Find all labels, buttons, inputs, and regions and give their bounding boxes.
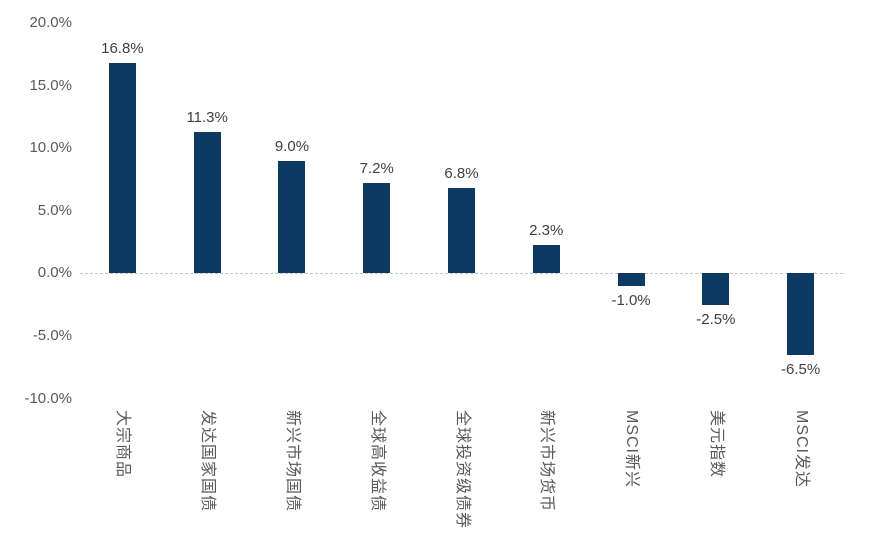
category-label: 新兴市场货币 <box>538 410 556 513</box>
value-label: 9.0% <box>274 137 310 155</box>
category-label: 美元指数 <box>707 410 725 479</box>
category-label: 大宗商品 <box>114 410 132 479</box>
category-label: 新兴市场国债 <box>283 410 301 513</box>
category-label: 全球高收益债 <box>368 410 386 513</box>
category-label: MSCI新兴 <box>623 410 641 489</box>
zero-gridline <box>80 273 843 274</box>
value-label: -1.0% <box>611 291 651 309</box>
y-tick-label: 10.0% <box>29 139 72 157</box>
bar <box>532 244 560 274</box>
y-tick-label: 5.0% <box>37 201 72 219</box>
value-label: 16.8% <box>101 40 144 58</box>
bar <box>108 63 136 274</box>
bar <box>617 273 645 286</box>
y-tick-label: 20.0% <box>29 14 72 31</box>
y-tick-label: 15.0% <box>29 76 72 94</box>
bar <box>787 273 815 355</box>
category-label: 全球投资级债券 <box>453 410 471 530</box>
bar <box>278 160 306 274</box>
bar <box>193 131 221 274</box>
y-tick-label: -10.0% <box>24 389 72 407</box>
value-label: 11.3% <box>186 108 228 126</box>
category-label: 发达国家国债 <box>199 410 217 513</box>
value-label: -2.5% <box>696 310 736 328</box>
bar <box>448 188 475 274</box>
bar <box>363 183 391 274</box>
value-label: 2.3% <box>529 221 564 239</box>
category-label: MSCI发达 <box>792 410 810 489</box>
value-label: -6.5% <box>781 360 821 378</box>
y-tick-label: 0.0% <box>37 264 72 282</box>
value-label: 7.2% <box>359 160 394 178</box>
y-tick-label: -5.0% <box>32 326 72 344</box>
bar <box>702 273 730 305</box>
value-label: 6.8% <box>444 165 479 183</box>
